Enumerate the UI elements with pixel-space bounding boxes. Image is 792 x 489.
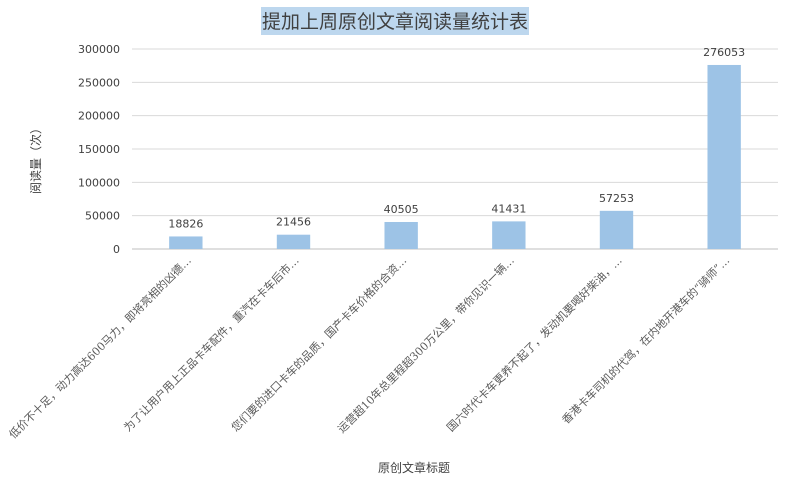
x-tick-label: 为了让用户用上正品卡车配件，重汽在卡车后市… [121, 253, 302, 434]
x-tick-label: 低价不十足，动力高达600马力，即将亮相的凶德… [6, 253, 194, 441]
data-label: 57253 [599, 192, 634, 205]
y-tick-label: 100000 [78, 176, 120, 189]
data-label: 276053 [703, 46, 745, 59]
x-axis-ticks: 低价不十足，动力高达600马力，即将亮相的凶德…为了让用户用上正品卡车配件，重汽… [6, 253, 732, 441]
x-axis-title: 原创文章标题 [378, 460, 450, 475]
x-tick-label: 香港卡车司机的代驾，在内地开港车的“骑师”… [559, 253, 732, 426]
y-tick-label: 300000 [78, 43, 120, 56]
data-labels: 18826 21456 40505 41431 57253 276053 [168, 46, 745, 230]
bar [707, 64, 741, 250]
y-tick-label: 50000 [85, 210, 120, 223]
x-tick-label: 运营超10年总里程超300万公里，带你见识一辆… [335, 253, 517, 435]
y-tick-label: 200000 [78, 110, 120, 123]
chart-title-background [261, 7, 529, 35]
chart-title: 提加上周原创文章阅读量统计表 [262, 11, 528, 33]
y-tick-label: 150000 [78, 143, 120, 156]
x-tick-label: 国六时代卡车更养不起了，发动机要喝好柴油，… [444, 253, 625, 434]
y-tick-label: 250000 [78, 76, 120, 89]
y-axis-ticks: 0 50000 100000 150000 200000 250000 300000 [78, 43, 120, 256]
data-label: 21456 [276, 216, 311, 229]
bar [384, 221, 418, 249]
y-axis-title: 阅读量（次） [29, 122, 43, 194]
data-label: 18826 [168, 217, 203, 230]
data-label: 41431 [491, 202, 526, 215]
data-label: 40505 [384, 203, 419, 216]
bar [169, 236, 203, 249]
bar [492, 221, 526, 249]
bars [169, 64, 741, 250]
bar [276, 234, 311, 249]
x-tick-label: 您们要的进口卡车的品质，国产卡车价格的合资… [228, 253, 409, 434]
gridlines [132, 48, 778, 250]
y-tick-label: 0 [113, 243, 120, 256]
bar [599, 210, 634, 249]
